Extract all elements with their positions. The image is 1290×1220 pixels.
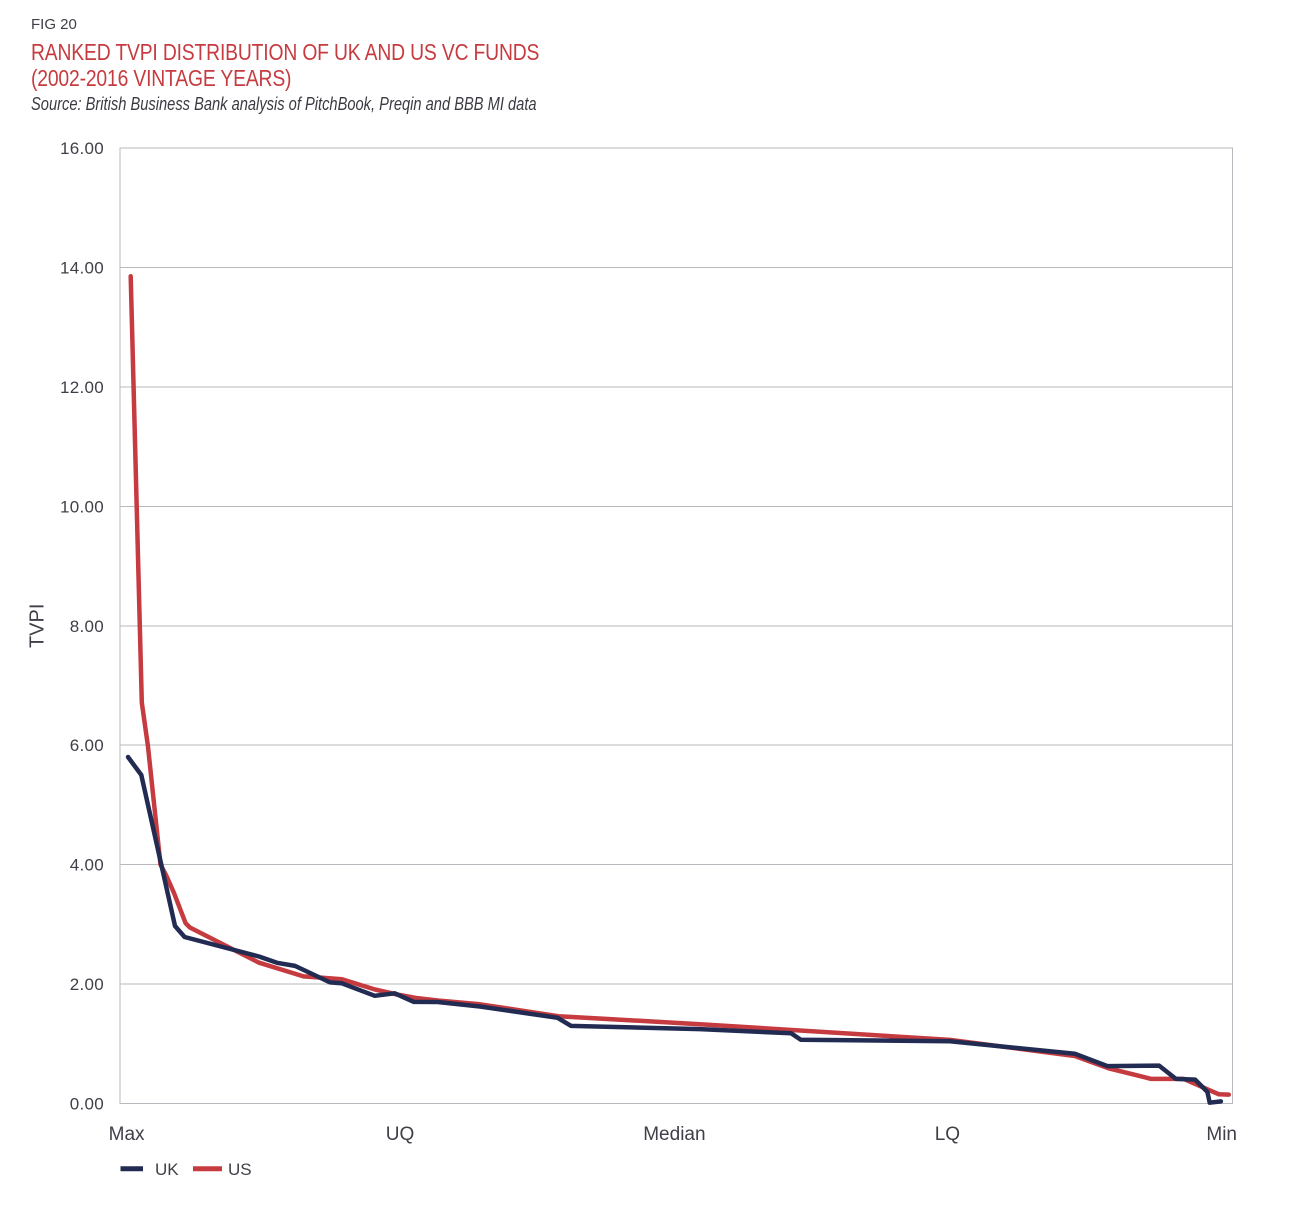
svg-text:Median: Median [643,1124,705,1145]
svg-text:UQ: UQ [386,1124,415,1145]
svg-text:4.00: 4.00 [70,856,104,875]
svg-text:14.00: 14.00 [60,258,104,277]
svg-text:8.00: 8.00 [70,617,104,636]
svg-text:0.00: 0.00 [70,1095,104,1114]
svg-text:10.00: 10.00 [60,497,104,516]
svg-text:UK: UK [155,1160,179,1179]
svg-text:2.00: 2.00 [70,975,104,994]
svg-text:LQ: LQ [935,1124,960,1145]
svg-text:Max: Max [109,1124,145,1145]
svg-text:Min: Min [1206,1124,1237,1145]
svg-text:US: US [228,1160,252,1179]
svg-text:TVPI: TVPI [27,604,49,648]
svg-text:12.00: 12.00 [60,378,104,397]
svg-text:16.00: 16.00 [60,139,104,158]
svg-text:6.00: 6.00 [70,736,104,755]
